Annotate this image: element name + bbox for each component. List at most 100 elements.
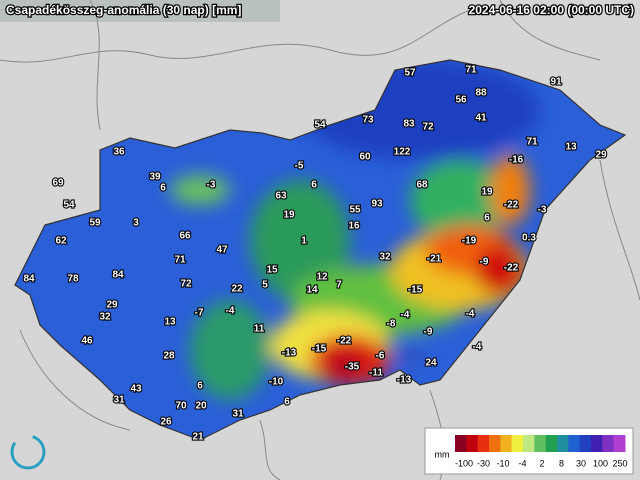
legend-swatch (500, 435, 513, 452)
station-value: -4 (466, 309, 475, 320)
station-value: 60 (359, 152, 371, 163)
legend-label: -10 (496, 458, 509, 468)
station-value: 15 (266, 265, 278, 276)
station-value: -9 (480, 257, 489, 268)
station-value: -4 (473, 342, 482, 353)
station-value: 84 (112, 270, 124, 281)
legend-swatch (489, 435, 501, 452)
station-value: -5 (295, 161, 304, 172)
station-value: 78 (67, 274, 79, 285)
station-value: 0.3 (522, 233, 536, 244)
timestamp: 2024-06-16 02:00 (00:00 UTC) (469, 3, 634, 17)
station-value: 20 (195, 401, 207, 412)
legend-swatch (534, 435, 547, 452)
station-value: -15 (408, 285, 423, 296)
legend-label: -4 (518, 458, 526, 468)
legend-swatch (545, 435, 558, 452)
station-value: 68 (416, 180, 428, 191)
station-value: 32 (99, 312, 111, 323)
station-value: -3 (538, 205, 547, 216)
legend-swatch (557, 435, 569, 452)
station-value: 3 (133, 218, 139, 229)
logo (10, 434, 46, 470)
legend-swatch (613, 435, 626, 452)
station-value: 72 (180, 279, 192, 290)
station-value: 57 (404, 68, 416, 79)
station-value: -11 (369, 368, 383, 379)
station-value: 59 (89, 218, 101, 229)
station-value: 6 (311, 180, 317, 191)
station-value: 83 (403, 119, 415, 130)
station-value: 55 (349, 205, 361, 216)
legend-swatch (579, 435, 592, 452)
station-value: 6 (284, 397, 290, 408)
legend-swatch (477, 435, 490, 452)
station-value: 24 (425, 358, 437, 369)
station-value: 71 (526, 137, 538, 148)
station-value: 72 (422, 122, 434, 133)
station-value: 71 (174, 255, 186, 266)
station-value: -16 (509, 155, 524, 166)
station-value: 7 (336, 280, 342, 291)
legend-swatch (568, 435, 581, 452)
station-value: 12 (316, 272, 328, 283)
legend-label: -100 (455, 458, 473, 468)
title-bar (0, 0, 280, 22)
station-value: 13 (164, 317, 176, 328)
station-value: -8 (387, 319, 396, 330)
station-value: 70 (175, 401, 187, 412)
station-value: 6 (160, 183, 166, 194)
legend-label: 250 (612, 458, 627, 468)
station-value: 29 (595, 150, 607, 161)
station-value: 6 (484, 213, 490, 224)
station-value: -10 (269, 377, 284, 388)
station-value: 41 (475, 113, 487, 124)
station-value: 21 (192, 432, 204, 443)
station-value: 36 (113, 147, 125, 158)
station-value: 26 (160, 417, 172, 428)
station-value: -35 (345, 362, 360, 373)
station-value: 43 (130, 384, 142, 395)
station-value: 56 (455, 95, 467, 106)
station-value: 66 (179, 231, 191, 242)
station-value: 11 (254, 324, 265, 335)
station-value: 31 (113, 395, 125, 406)
station-value: -3 (207, 180, 216, 191)
station-value: 63 (275, 191, 287, 202)
legend: -100 -30 -10 -4 2 8 30 100 250 (455, 435, 628, 468)
station-value: 54 (63, 200, 75, 211)
legend-label: 8 (559, 458, 564, 468)
station-value: 22 (231, 284, 243, 295)
station-value: -22 (504, 200, 519, 211)
station-value: 6 (197, 381, 203, 392)
station-value: 32 (379, 252, 391, 263)
station-value: 13 (565, 142, 577, 153)
station-value: 14 (306, 285, 318, 296)
station-value: 19 (481, 187, 493, 198)
station-value: 47 (216, 245, 228, 256)
legend-swatch (523, 435, 535, 452)
station-value: 1 (301, 236, 307, 247)
station-value: -4 (226, 306, 235, 317)
station-value: -4 (401, 310, 410, 321)
station-value: 93 (371, 199, 383, 210)
title: Csapadékösszeg-anomália (30 nap) [mm] (6, 3, 241, 17)
station-value: -7 (195, 308, 204, 319)
station-value: 39 (149, 172, 161, 183)
legend-swatch (511, 435, 524, 452)
legend-swatch (455, 435, 467, 452)
legend-label: 30 (576, 458, 586, 468)
station-value: 88 (475, 88, 487, 99)
station-value: -13 (397, 375, 412, 386)
station-value: 54 (314, 120, 326, 131)
station-value: -21 (427, 254, 442, 265)
legend-label: 2 (539, 458, 544, 468)
station-value: 29 (106, 300, 118, 311)
legend-swatch (602, 435, 615, 452)
station-value: -19 (462, 236, 477, 247)
station-value: -13 (282, 348, 297, 359)
legend-label: 100 (593, 458, 608, 468)
station-value: 19 (283, 210, 295, 221)
